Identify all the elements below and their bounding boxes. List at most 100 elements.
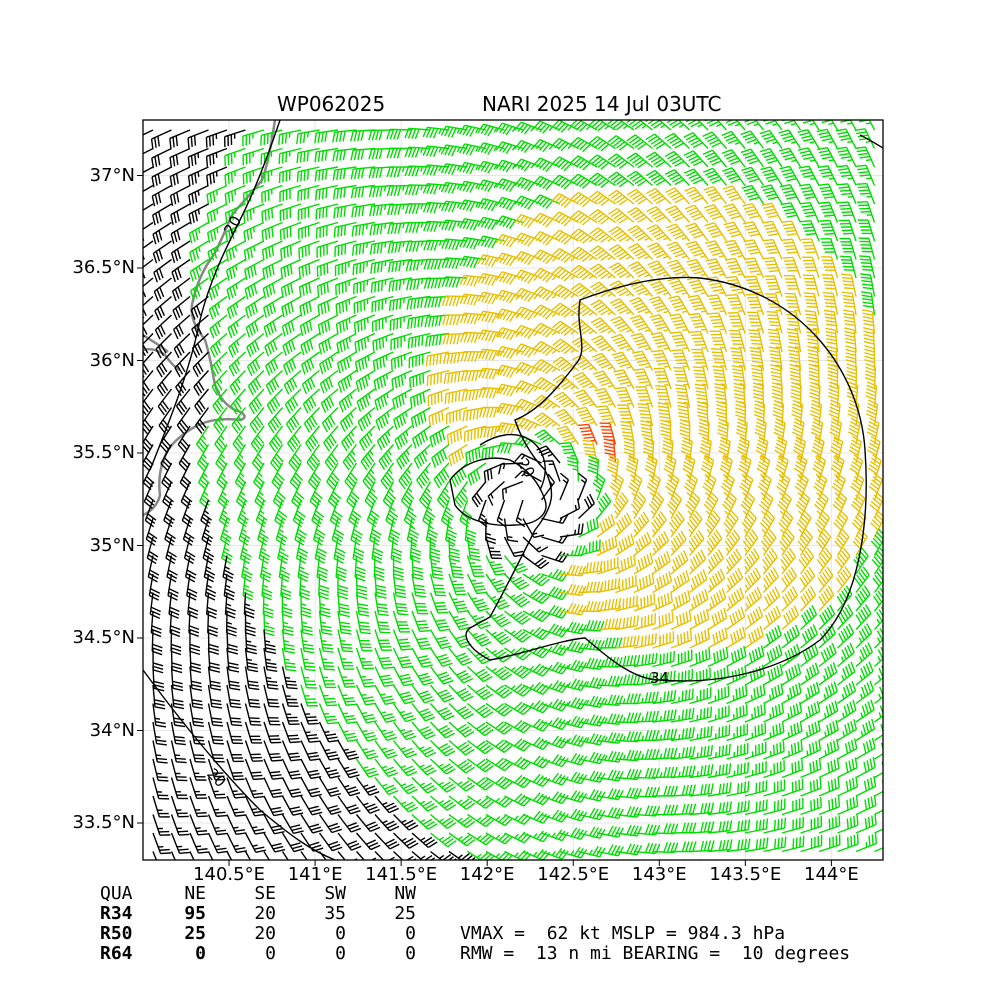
wind-barb bbox=[281, 295, 302, 318]
wind-barb bbox=[860, 273, 876, 297]
wind-barb bbox=[431, 443, 450, 468]
wind-barb bbox=[332, 129, 357, 143]
wind-barb bbox=[589, 227, 616, 243]
wind-barb bbox=[646, 187, 672, 205]
wind-barb bbox=[645, 169, 672, 187]
wind-barb bbox=[268, 425, 284, 453]
wind-barb bbox=[589, 209, 616, 225]
wind-barb bbox=[801, 256, 820, 279]
wind-barb bbox=[589, 281, 616, 298]
wind-barb bbox=[316, 277, 339, 297]
wind-barb bbox=[372, 332, 394, 352]
wind-barb bbox=[459, 180, 487, 193]
wind-barb bbox=[444, 388, 468, 405]
wind-barb bbox=[799, 201, 820, 223]
wind-barb bbox=[261, 184, 283, 203]
wind-barb bbox=[175, 388, 191, 416]
wind-barb bbox=[263, 295, 283, 318]
wind-barb bbox=[817, 165, 839, 186]
wind-barb bbox=[356, 388, 376, 412]
lat-tick-label: 37°N bbox=[89, 164, 135, 186]
wind-barb bbox=[314, 147, 339, 163]
wind-barb bbox=[378, 444, 395, 471]
wind-barb bbox=[207, 240, 228, 263]
wind-barb bbox=[664, 169, 691, 186]
wind-barb bbox=[317, 314, 339, 336]
wind-barb bbox=[429, 425, 450, 448]
wind-barb bbox=[692, 366, 709, 390]
wind-barb bbox=[335, 295, 357, 315]
wind-barb bbox=[370, 277, 394, 294]
wind-barb bbox=[357, 406, 376, 432]
wind-barb bbox=[155, 333, 172, 359]
wind-barb bbox=[169, 184, 191, 206]
wind-barb bbox=[297, 184, 320, 202]
wind-barb bbox=[156, 370, 173, 397]
wind-barb bbox=[862, 309, 876, 334]
wind-barb bbox=[822, 291, 839, 316]
wind-barb bbox=[532, 138, 561, 153]
wind-barb bbox=[478, 387, 505, 399]
wind-barb bbox=[299, 295, 320, 317]
wind-barb bbox=[333, 221, 357, 238]
wind-barb bbox=[335, 277, 357, 296]
wind-barb bbox=[224, 147, 246, 167]
vmax-mslp-line: VMAX = 62 kt MSLP = 984.3 hPa bbox=[460, 923, 786, 944]
wind-barb bbox=[446, 425, 468, 446]
wind-barb bbox=[786, 328, 802, 353]
wind-barb bbox=[394, 425, 413, 450]
wind-barb bbox=[551, 320, 579, 337]
wind-barb bbox=[433, 462, 450, 489]
wind-barb bbox=[170, 221, 191, 244]
wind-barb bbox=[226, 277, 246, 300]
wind-barb bbox=[810, 417, 824, 445]
wind-barb bbox=[668, 295, 691, 316]
wind-barb bbox=[380, 462, 395, 490]
wind-barb bbox=[143, 240, 154, 260]
wind-barb bbox=[297, 203, 320, 221]
wind-barb bbox=[459, 293, 487, 306]
wind-barb bbox=[307, 462, 322, 490]
wind-barb bbox=[611, 351, 635, 371]
wind-barb bbox=[551, 247, 579, 264]
wind-barb bbox=[648, 296, 672, 316]
wind-barb bbox=[785, 310, 802, 334]
wind-barb bbox=[242, 129, 265, 147]
wind-barb bbox=[623, 437, 635, 464]
wind-barb bbox=[441, 238, 468, 251]
wind-barb bbox=[205, 129, 228, 148]
wind-barb bbox=[532, 304, 561, 320]
wind-barb bbox=[212, 388, 228, 415]
lat-tick-label: 34.5°N bbox=[72, 627, 135, 648]
wind-barb bbox=[169, 129, 191, 149]
wind-barb bbox=[477, 348, 505, 361]
row-label-r34: R34 bbox=[100, 903, 133, 924]
wind-barb bbox=[465, 443, 487, 464]
wind-barb bbox=[224, 203, 246, 224]
wind-barb bbox=[459, 199, 487, 212]
wind-barb bbox=[297, 221, 320, 240]
wind-barb bbox=[353, 295, 376, 314]
wind-barb bbox=[708, 312, 728, 334]
wind-barb bbox=[865, 399, 879, 427]
wind-barb bbox=[332, 184, 357, 200]
wind-barb bbox=[805, 327, 820, 353]
wind-barb bbox=[819, 219, 839, 242]
wind-barb bbox=[826, 345, 839, 371]
wind-barb bbox=[640, 419, 654, 445]
wind-barb bbox=[742, 202, 765, 223]
wind-barb bbox=[459, 274, 487, 287]
wind-barb bbox=[610, 333, 635, 353]
wind-barb bbox=[866, 417, 880, 445]
wind-barb bbox=[551, 156, 579, 172]
wind-barb bbox=[848, 435, 863, 464]
wind-barb bbox=[283, 369, 302, 395]
wind-barb bbox=[740, 130, 765, 149]
wind-barb bbox=[342, 444, 358, 471]
wind-barb bbox=[351, 203, 376, 218]
wind-barb bbox=[477, 179, 505, 192]
r50-se: 20 bbox=[254, 923, 276, 944]
wind-barb bbox=[759, 148, 783, 168]
wind-barb bbox=[661, 436, 674, 464]
lon-tick-label: 140.5°E bbox=[193, 864, 265, 885]
